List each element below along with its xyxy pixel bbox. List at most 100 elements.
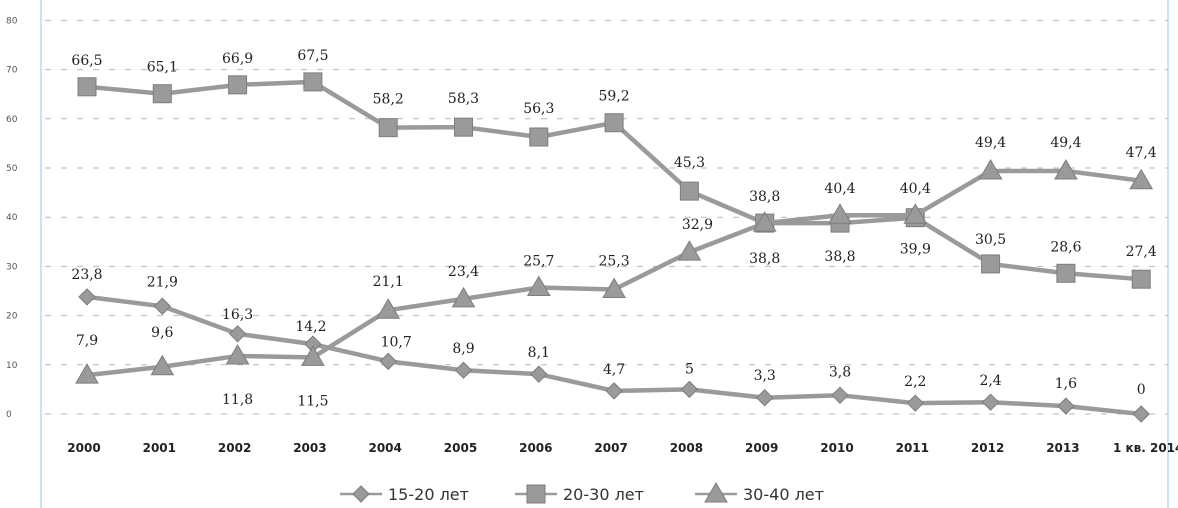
series-marker — [906, 394, 925, 412]
series-marker — [903, 203, 928, 224]
data-label: 8,1 — [528, 345, 550, 361]
y-tick-label: 40 — [6, 213, 18, 223]
series-marker — [1057, 397, 1075, 415]
series-marker — [831, 386, 849, 405]
x-tick-label: 2001 — [143, 441, 176, 455]
data-label: 38,8 — [824, 249, 855, 265]
data-label: 21,9 — [147, 274, 178, 290]
x-tick-label: 2010 — [820, 441, 853, 455]
series-marker — [1056, 263, 1076, 283]
data-label: 28,6 — [1050, 239, 1081, 255]
data-label: 56,3 — [523, 101, 554, 117]
data-label: 9,6 — [151, 325, 173, 341]
series-marker — [1131, 269, 1151, 289]
series-marker — [978, 158, 1003, 180]
data-label: 59,2 — [599, 89, 630, 105]
data-label: 40,4 — [824, 181, 855, 197]
series-marker — [1054, 158, 1078, 180]
data-label: 67,5 — [297, 48, 328, 64]
series-marker — [78, 288, 96, 306]
legend-label: 30-40 лет — [743, 485, 824, 504]
series-marker — [828, 203, 852, 224]
data-label: 4,7 — [603, 362, 625, 378]
x-tick-label: 2000 — [67, 441, 100, 455]
legend-marker — [352, 485, 370, 503]
series-marker — [75, 363, 99, 384]
y-tick-label: 80 — [6, 16, 18, 26]
x-tick-label: 2012 — [971, 441, 1004, 455]
x-tick-label: 2008 — [670, 441, 703, 455]
data-label: 23,4 — [448, 264, 479, 280]
data-label: 23,8 — [71, 267, 102, 283]
y-axis-ticks: 0 10 20 30 40 50 60 70 80 — [6, 16, 18, 420]
series-marker — [77, 77, 97, 97]
y-tick-label: 0 — [6, 410, 12, 420]
data-label: 39,9 — [900, 242, 931, 258]
x-tick-label: 2006 — [519, 441, 552, 455]
data-label: 25,7 — [523, 254, 554, 270]
series-marker — [752, 211, 777, 232]
data-label: 25,3 — [599, 254, 630, 270]
series-marker — [604, 113, 624, 133]
x-tick-label: 2002 — [218, 441, 251, 455]
series-marker — [981, 254, 1001, 274]
series-marker — [153, 297, 172, 315]
x-tick-label: 2013 — [1046, 441, 1079, 455]
data-label: 16,3 — [222, 307, 253, 323]
data-label: 8,9 — [452, 341, 474, 357]
series-marker — [454, 361, 473, 379]
y-tick-label: 20 — [6, 312, 18, 322]
series-marker — [529, 127, 549, 147]
series-marker — [679, 181, 699, 201]
data-label: 3,8 — [829, 364, 851, 380]
series-marker — [602, 277, 626, 299]
data-label: 49,4 — [1050, 135, 1081, 151]
x-tick-label: 2004 — [368, 441, 401, 455]
legend-marker — [526, 484, 546, 504]
series-marker — [303, 72, 323, 92]
data-label: 5 — [685, 361, 694, 377]
data-labels: 23,8 21,9 16,3 14,2 10,7 8,9 8,1 4,7 5 3,3 3,8 2,2 2… — [71, 48, 1156, 410]
y-tick-label: 70 — [6, 66, 18, 76]
legend-label: 15-20 лет — [388, 485, 469, 504]
series-marker — [379, 352, 397, 371]
series-marker — [680, 380, 699, 399]
series-marker — [605, 382, 623, 400]
data-label: 7,9 — [76, 333, 98, 349]
data-label: 1,6 — [1055, 376, 1077, 392]
y-tick-label: 30 — [6, 262, 18, 272]
series-layer — [75, 72, 1154, 423]
data-label: 49,4 — [975, 135, 1006, 151]
data-label: 40,4 — [900, 181, 931, 197]
data-label: 2,4 — [979, 373, 1001, 389]
y-tick-label: 50 — [6, 164, 18, 174]
series-marker — [225, 343, 250, 365]
series-marker — [228, 75, 248, 95]
series-marker — [981, 393, 1000, 411]
series-marker — [451, 286, 476, 308]
series-marker — [1132, 405, 1150, 423]
series-marker — [301, 345, 325, 366]
data-label: 3,3 — [754, 368, 776, 384]
data-label: 58,3 — [448, 91, 479, 107]
series-marker — [228, 325, 247, 343]
data-label: 21,1 — [373, 274, 404, 290]
data-label: 30,5 — [975, 232, 1006, 248]
x-axis-ticks: 2000 2001 2002 2003 2004 2005 2006 2007 2008 2009… — [67, 441, 1178, 455]
legend-marker — [704, 482, 728, 503]
data-label: 66,5 — [71, 53, 102, 69]
data-label: 0 — [1137, 382, 1146, 398]
data-label: 58,2 — [373, 92, 404, 108]
x-tick-label: 1 кв. 2014 — [1113, 441, 1178, 455]
data-label: 38,8 — [749, 251, 780, 267]
data-label: 27,4 — [1126, 244, 1157, 260]
data-label: 38,8 — [749, 189, 780, 205]
y-tick-label: 10 — [6, 361, 18, 371]
data-label: 2,2 — [904, 374, 926, 390]
series-marker — [150, 354, 175, 376]
data-label: 66,9 — [222, 51, 253, 67]
data-label: 32,9 — [682, 217, 713, 233]
series-marker — [152, 84, 172, 104]
series-marker — [677, 240, 702, 261]
